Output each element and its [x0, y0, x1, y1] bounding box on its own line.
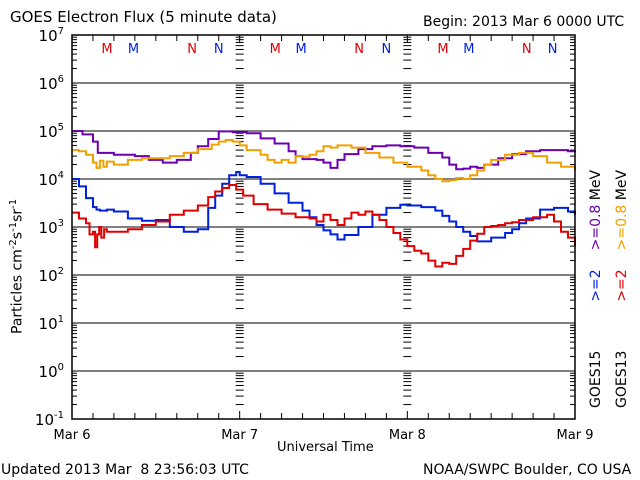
- y-tick-exp: 1: [58, 314, 64, 325]
- y-label-exp3: -1: [8, 198, 19, 209]
- legend-goes13: GOES13 >=2 >=0.8 MeV: [614, 170, 630, 408]
- mn-marker: M: [128, 42, 139, 57]
- x-tick-label: Mar 9: [557, 428, 594, 443]
- series-line: [72, 130, 576, 171]
- updated-timestamp: Updated 2013 Mar 8 23:56:03 UTC: [1, 462, 249, 478]
- y-label-sr: sr: [9, 208, 26, 222]
- y-tick-label: 106: [39, 74, 64, 93]
- mn-marker: M: [437, 42, 448, 57]
- legend-goes13-sat: GOES13: [614, 350, 630, 408]
- y-axis-label: Particles cm-2s-1sr-1: [6, 199, 26, 334]
- legend-goes13-hi: >=2: [614, 269, 630, 302]
- y-tick-label: 104: [39, 170, 64, 189]
- mn-marker: N: [187, 42, 197, 57]
- y-label-base: Particles cm: [9, 249, 26, 334]
- legend-goes15: GOES15 >=2 >=0.8 MeV: [588, 170, 604, 408]
- y-label-s: s: [9, 231, 26, 240]
- plot-frame: [71, 34, 576, 420]
- y-tick-label: 101: [39, 314, 64, 333]
- legend-goes15-hi: >=2: [588, 269, 604, 302]
- x-tick-label: Mar 6: [54, 428, 91, 443]
- legend-goes13-unit: MeV: [614, 169, 630, 201]
- chart-subtitle: Begin: 2013 Mar 6 0000 UTC: [423, 14, 625, 30]
- mn-marker: N: [214, 42, 224, 57]
- y-tick-exp: 7: [58, 26, 64, 37]
- mn-marker: N: [382, 42, 392, 57]
- series-line: [72, 184, 576, 268]
- y-tick-base: 10: [39, 75, 58, 93]
- y-tick-base: 10: [39, 27, 58, 45]
- mn-marker: M: [296, 42, 307, 57]
- y-tick-base: 10: [35, 411, 54, 429]
- y-tick-exp: 6: [58, 74, 64, 85]
- y-tick-label: 105: [39, 122, 64, 141]
- mn-marker: N: [548, 42, 558, 57]
- y-tick-label: 102: [39, 266, 64, 285]
- series-line: [72, 171, 576, 243]
- legend-goes15-lo: >=0.8: [588, 204, 604, 251]
- y-tick-exp: 3: [58, 218, 64, 229]
- legend-goes15-unit: MeV: [588, 169, 604, 201]
- mn-marker: M: [101, 42, 112, 57]
- y-tick-label: 107: [39, 26, 64, 45]
- chart-title: GOES Electron Flux (5 minute data): [10, 8, 277, 26]
- y-tick-exp: 5: [58, 122, 64, 133]
- y-tick-exp: 0: [58, 362, 64, 373]
- x-tick-label: Mar 8: [389, 428, 426, 443]
- y-tick-base: 10: [39, 219, 58, 237]
- y-tick-base: 10: [39, 363, 58, 381]
- mn-marker: M: [463, 42, 474, 57]
- mn-marker: M: [270, 42, 281, 57]
- y-tick-base: 10: [39, 267, 58, 285]
- y-tick-exp: 4: [58, 170, 64, 181]
- y-tick-exp: -1: [54, 410, 64, 421]
- y-tick-base: 10: [39, 171, 58, 189]
- y-label-exp2: -1: [8, 221, 19, 232]
- y-tick-base: 10: [39, 123, 58, 141]
- series-line: [72, 139, 576, 183]
- legend-goes13-lo: >=0.8: [614, 204, 630, 251]
- y-tick-exp: 2: [58, 266, 64, 277]
- x-tick-label: Mar 7: [221, 428, 258, 443]
- mn-marker: N: [354, 42, 364, 57]
- credit-text: NOAA/SWPC Boulder, CO USA: [423, 462, 632, 478]
- legend-goes15-sat: GOES15: [588, 350, 604, 408]
- y-tick-label: 10-1: [35, 410, 64, 429]
- y-tick-label: 103: [39, 218, 64, 237]
- y-tick-base: 10: [39, 315, 58, 333]
- x-axis-label: Universal Time: [277, 440, 374, 455]
- y-tick-label: 100: [39, 362, 64, 381]
- y-label-exp1: -2: [8, 239, 19, 250]
- mn-marker: N: [522, 42, 532, 57]
